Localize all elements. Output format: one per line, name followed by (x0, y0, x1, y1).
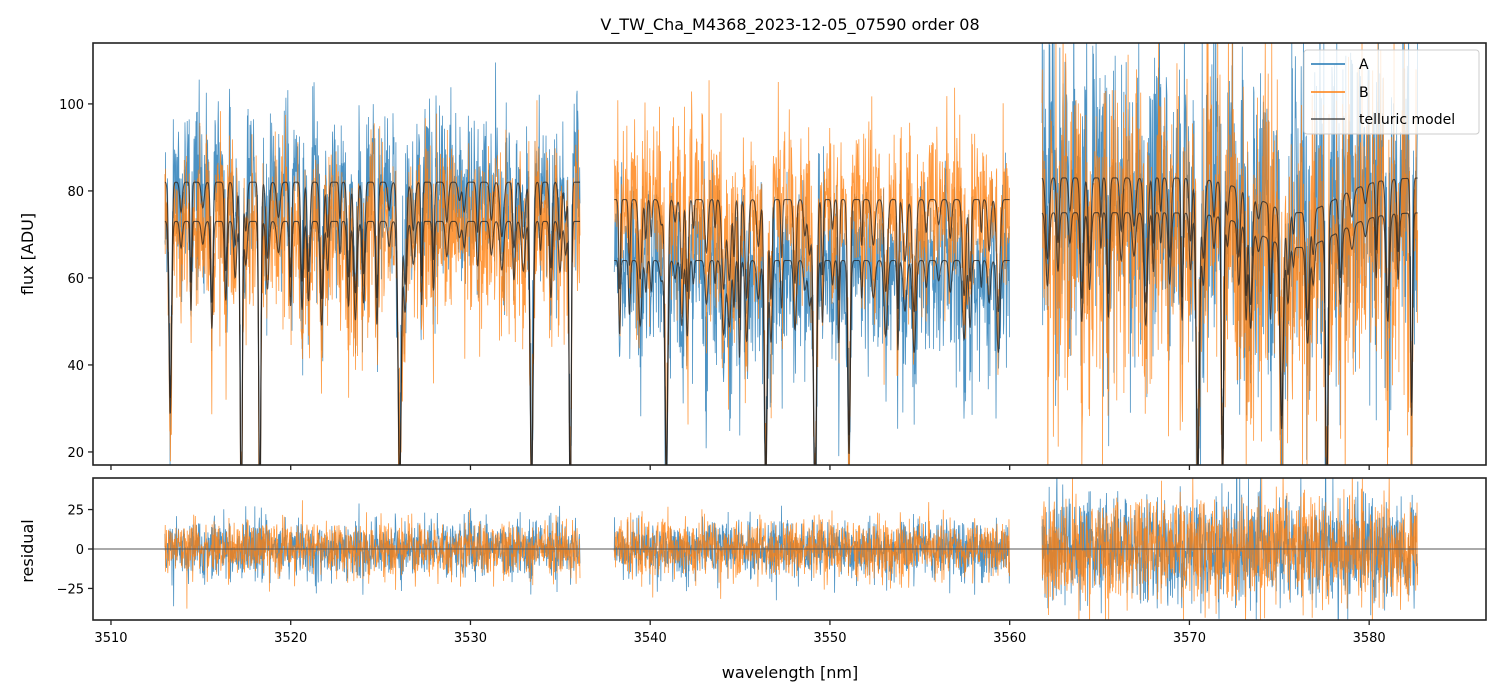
y-tick-label: 80 (67, 185, 84, 200)
y-axis-label-flux: flux [ADU] (18, 213, 37, 295)
legend-box (1303, 49, 1480, 135)
legend-label-telluric: telluric model (1359, 112, 1455, 128)
telluric-model-b-segment (614, 199, 1010, 465)
y-tick-label: 25 (67, 504, 84, 519)
chart-title: V_TW_Cha_M4368_2023-12-05_07590 order 08 (600, 15, 979, 35)
telluric-model-b-segment (164, 220, 580, 465)
x-tick-label: 3550 (813, 631, 846, 646)
legend-label-b: B (1359, 85, 1369, 101)
telluric-model-a-segment (164, 181, 580, 465)
x-tick-label: 3560 (993, 631, 1026, 646)
legend-label-a: A (1359, 57, 1369, 73)
series-b-segment (613, 80, 1011, 465)
residual-b-segment (1041, 478, 1419, 620)
x-tick-label: 3510 (94, 631, 127, 646)
telluric-model-b-segment (1041, 212, 1418, 465)
residual-b-segment (164, 500, 581, 609)
y-tick-label: −25 (57, 582, 84, 597)
x-tick-label: 3580 (1353, 631, 1386, 646)
y-tick-label: 40 (67, 359, 84, 374)
x-axis-label-wavelength: wavelength [nm] (722, 663, 859, 682)
y-tick-label: 60 (67, 272, 84, 287)
spectrum-axes-frame (92, 42, 1487, 466)
y-tick-label: 0 (76, 543, 84, 558)
y-axis-label-residual: residual (18, 519, 37, 582)
x-tick-label: 3530 (454, 631, 487, 646)
series-a-segment (613, 146, 1011, 465)
y-tick-label: 100 (59, 98, 84, 113)
x-tick-label: 3520 (274, 631, 307, 646)
telluric-model-a-segment (614, 259, 1010, 465)
y-tick-label: 20 (67, 446, 84, 461)
legend: A B telluric model (1303, 49, 1480, 135)
series-a-segment (164, 62, 581, 465)
telluric-model-a-segment (1041, 177, 1418, 465)
spectrum-panel: 20 40 60 80 100 flux [ADU] (18, 42, 1487, 470)
x-tick-label: 3570 (1173, 631, 1206, 646)
series-b-segment (1041, 43, 1419, 465)
x-tick-label: 3540 (634, 631, 667, 646)
residual-b-segment (613, 502, 1011, 599)
